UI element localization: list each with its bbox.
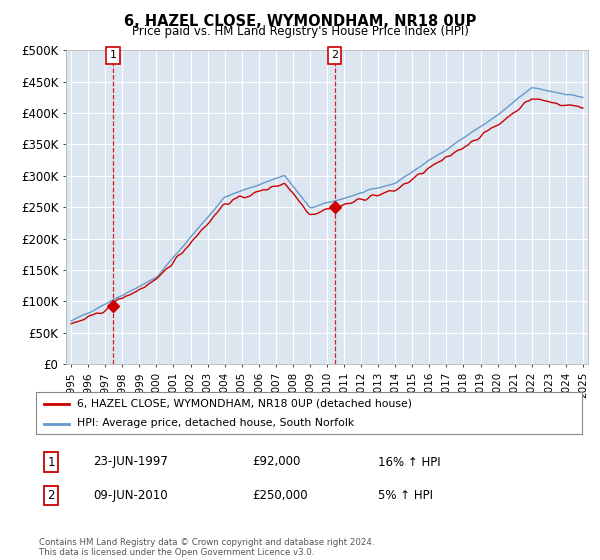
Text: 6, HAZEL CLOSE, WYMONDHAM, NR18 0UP (detached house): 6, HAZEL CLOSE, WYMONDHAM, NR18 0UP (det… [77, 399, 412, 409]
Text: £92,000: £92,000 [252, 455, 301, 469]
Text: 6, HAZEL CLOSE, WYMONDHAM, NR18 0UP: 6, HAZEL CLOSE, WYMONDHAM, NR18 0UP [124, 14, 476, 29]
Text: Contains HM Land Registry data © Crown copyright and database right 2024.
This d: Contains HM Land Registry data © Crown c… [39, 538, 374, 557]
Text: 5% ↑ HPI: 5% ↑ HPI [378, 489, 433, 502]
Text: HPI: Average price, detached house, South Norfolk: HPI: Average price, detached house, Sout… [77, 418, 354, 428]
Text: 16% ↑ HPI: 16% ↑ HPI [378, 455, 440, 469]
Text: 2: 2 [331, 50, 338, 60]
Text: £250,000: £250,000 [252, 489, 308, 502]
Text: 23-JUN-1997: 23-JUN-1997 [93, 455, 168, 469]
Text: 09-JUN-2010: 09-JUN-2010 [93, 489, 167, 502]
Text: 1: 1 [110, 50, 116, 60]
Text: 1: 1 [47, 455, 55, 469]
Text: 2: 2 [47, 489, 55, 502]
Text: Price paid vs. HM Land Registry's House Price Index (HPI): Price paid vs. HM Land Registry's House … [131, 25, 469, 38]
